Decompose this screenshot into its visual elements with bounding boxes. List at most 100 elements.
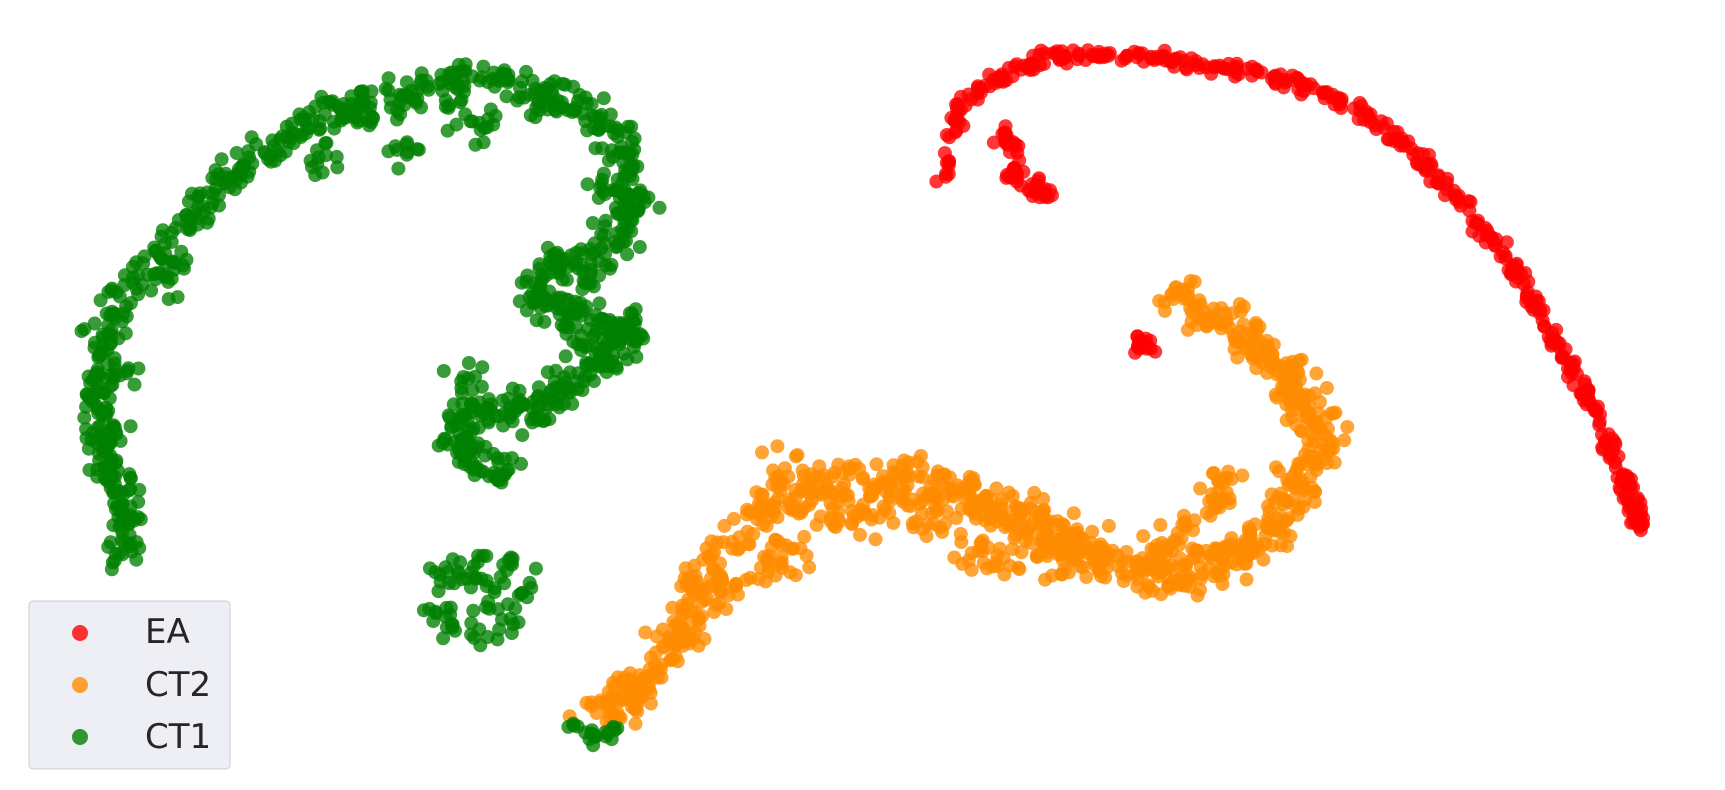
point-ct1 bbox=[606, 721, 620, 736]
legend-entry-ct1: CT1 bbox=[72, 717, 211, 757]
point-ct1 bbox=[558, 349, 573, 364]
point-ct2 bbox=[1289, 397, 1304, 412]
point-ct1 bbox=[364, 84, 379, 99]
point-ct1 bbox=[468, 369, 483, 384]
point-ct2 bbox=[928, 505, 943, 519]
point-ct2 bbox=[1297, 387, 1312, 402]
point-ea bbox=[1334, 101, 1348, 116]
point-ct2 bbox=[655, 639, 670, 654]
point-ct1 bbox=[585, 216, 600, 230]
point-ct2 bbox=[897, 484, 912, 499]
point-ct2 bbox=[1193, 582, 1207, 597]
point-ct1 bbox=[475, 360, 490, 375]
point-ct1 bbox=[583, 312, 598, 327]
point-ct1 bbox=[587, 236, 602, 251]
point-ct2 bbox=[701, 549, 716, 564]
point-ct2 bbox=[767, 505, 782, 520]
point-ct2 bbox=[897, 453, 912, 468]
point-ct1 bbox=[346, 105, 361, 120]
point-ct1 bbox=[492, 622, 507, 637]
point-ct2 bbox=[797, 500, 812, 515]
point-ea bbox=[974, 85, 988, 100]
point-ct2 bbox=[1181, 292, 1196, 307]
point-ct1 bbox=[574, 242, 589, 257]
point-ct2 bbox=[762, 555, 777, 570]
point-ct1 bbox=[450, 564, 465, 579]
point-ct2 bbox=[919, 529, 934, 544]
point-ct2 bbox=[606, 675, 620, 690]
point-ct2 bbox=[1050, 514, 1065, 529]
point-ct1 bbox=[485, 71, 500, 86]
point-ct1 bbox=[442, 97, 457, 112]
point-ea bbox=[1624, 515, 1639, 530]
point-ea bbox=[1127, 44, 1142, 59]
point-ea bbox=[1390, 125, 1405, 140]
point-ct2 bbox=[1002, 558, 1017, 573]
point-ct1 bbox=[580, 177, 595, 192]
point-ct1 bbox=[116, 306, 131, 321]
point-ct1 bbox=[537, 314, 552, 329]
point-ct2 bbox=[979, 488, 994, 503]
point-ct1 bbox=[103, 337, 118, 351]
point-ea bbox=[1347, 101, 1362, 116]
point-ct1 bbox=[79, 422, 94, 437]
point-ct1 bbox=[103, 535, 118, 550]
point-ct2 bbox=[1054, 545, 1069, 560]
point-ct1 bbox=[625, 306, 639, 321]
point-ct2 bbox=[662, 629, 677, 644]
point-ct1 bbox=[503, 407, 518, 422]
point-ct2 bbox=[770, 439, 785, 454]
point-ct2 bbox=[1195, 567, 1210, 582]
point-ct2 bbox=[865, 508, 880, 522]
point-ea bbox=[1230, 59, 1244, 74]
point-ct2 bbox=[1148, 543, 1163, 558]
legend-marker-ea bbox=[72, 625, 88, 641]
point-ct1 bbox=[445, 620, 460, 635]
point-ct1 bbox=[212, 198, 226, 213]
point-ct1 bbox=[499, 89, 514, 104]
point-ct1 bbox=[441, 408, 456, 423]
point-ea bbox=[1495, 245, 1510, 260]
point-ct1 bbox=[399, 147, 414, 162]
point-ct1 bbox=[495, 468, 510, 483]
point-ct1 bbox=[101, 474, 116, 489]
point-ct1 bbox=[602, 261, 617, 276]
point-ct1 bbox=[592, 296, 607, 311]
point-ct1 bbox=[432, 76, 447, 91]
point-ct1 bbox=[327, 121, 342, 136]
point-ct2 bbox=[1319, 381, 1334, 395]
point-ct1 bbox=[515, 585, 530, 600]
point-ct2 bbox=[969, 511, 983, 526]
point-ct2 bbox=[1001, 485, 1016, 500]
point-ct1 bbox=[598, 213, 613, 228]
point-ct1 bbox=[108, 424, 123, 439]
point-ct2 bbox=[1184, 305, 1199, 320]
point-ct2 bbox=[1115, 566, 1129, 581]
point-ct1 bbox=[108, 546, 123, 561]
point-ct1 bbox=[557, 320, 572, 335]
point-ct2 bbox=[1298, 406, 1313, 421]
point-ct2 bbox=[1216, 552, 1231, 567]
legend-marker-ct2 bbox=[72, 677, 88, 693]
point-ct2 bbox=[690, 574, 705, 589]
point-ct1 bbox=[470, 555, 485, 570]
point-ct2 bbox=[1172, 537, 1186, 552]
point-ct1 bbox=[632, 240, 647, 254]
point-ct1 bbox=[179, 208, 194, 222]
point-ct2 bbox=[1135, 551, 1150, 566]
point-ct2 bbox=[1307, 495, 1322, 509]
point-ct2 bbox=[1286, 492, 1301, 507]
point-ct2 bbox=[1227, 333, 1242, 348]
point-ea bbox=[1592, 418, 1607, 432]
point-ct1 bbox=[527, 292, 542, 306]
point-ct1 bbox=[641, 190, 656, 205]
point-ct1 bbox=[98, 409, 113, 424]
point-ct2 bbox=[750, 512, 765, 527]
point-ct2 bbox=[691, 638, 706, 653]
point-ea bbox=[1114, 53, 1129, 68]
point-ct1 bbox=[214, 152, 229, 167]
point-ct1 bbox=[566, 716, 581, 731]
point-ea bbox=[939, 128, 954, 142]
point-ct2 bbox=[713, 571, 728, 585]
